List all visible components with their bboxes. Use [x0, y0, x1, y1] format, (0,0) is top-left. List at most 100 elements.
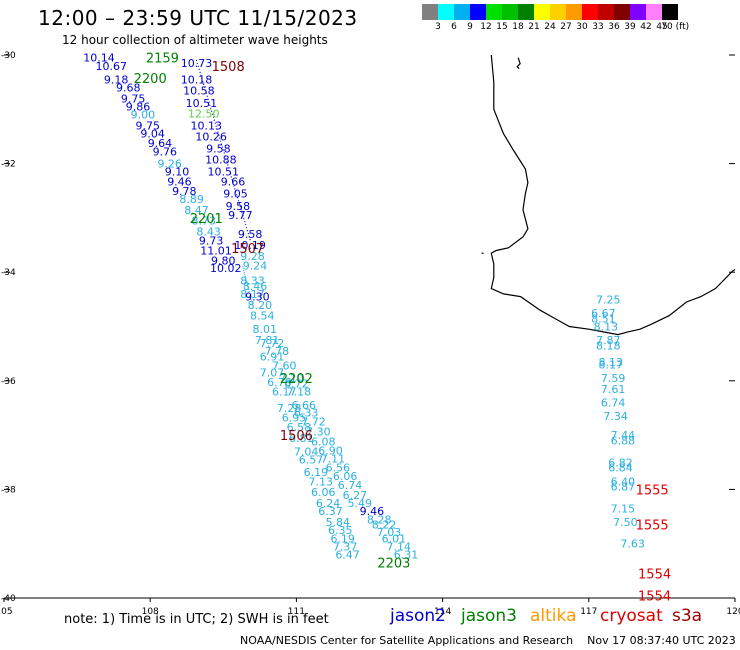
wave-height-label: 8.28: [367, 513, 392, 526]
colorbar-swatch: [582, 4, 598, 20]
pass-time-label: 1508: [212, 60, 245, 75]
track-dot: [235, 191, 237, 193]
y-tick-label: -34: [1, 268, 16, 278]
wave-height-label: 7.11: [321, 452, 346, 465]
colorbar-swatch: [534, 4, 550, 20]
pass-time-label: 2200: [134, 72, 167, 87]
colorbar: [422, 4, 678, 20]
x-tick-label: 105: [0, 607, 13, 617]
colorbar-tick-label: 30: [576, 22, 588, 32]
wave-height-label: 9.58: [238, 228, 263, 241]
track-dot: [237, 200, 240, 202]
wave-height-label: 9.46: [167, 176, 192, 189]
wave-height-label: 8.51: [591, 312, 616, 325]
wave-height-label: 6.40: [611, 475, 636, 488]
track-dot: [204, 89, 207, 91]
track-dot: [215, 125, 217, 127]
colorbar-swatch: [630, 4, 646, 20]
wave-height-label: 7.07: [260, 367, 285, 380]
wave-height-label: 7.04: [294, 445, 319, 458]
track-dot: [248, 236, 250, 238]
wave-height-label: 8.73: [192, 215, 217, 228]
wave-height-label: 10.88: [205, 153, 237, 166]
wave-height-label: 6.47: [335, 549, 360, 562]
wave-height-label: 12.50: [188, 108, 220, 121]
wave-height-label: 6.01: [382, 532, 407, 545]
track-dot: [225, 158, 227, 160]
wave-height-label: 7.37: [333, 540, 358, 553]
track-dot: [199, 71, 201, 73]
wave-height-label: 8.22: [372, 519, 397, 532]
page-title: 12:00 – 23:59 UTC 11/15/2023: [38, 6, 358, 30]
wave-height-label: 9.04: [140, 128, 165, 141]
wave-height-label: 5.49: [348, 497, 373, 510]
wave-height-label: 9.75: [121, 92, 146, 105]
wave-height-label: 8.17: [598, 359, 623, 372]
track-dot: [231, 179, 233, 181]
wave-height-label: 7.61: [601, 383, 626, 396]
track-dot: [243, 269, 245, 272]
wave-height-label: 10.26: [195, 130, 227, 143]
wave-height-label: 8.89: [179, 193, 204, 206]
pass-time-label: 1506: [280, 429, 313, 444]
track-dot: [234, 188, 236, 190]
pass-time-label: 1555: [636, 483, 669, 498]
wave-height-label: 9.46: [360, 505, 385, 518]
wave-height-label: 6.31: [394, 549, 419, 562]
track-dot: [246, 230, 249, 232]
track-dot: [242, 215, 244, 217]
wave-height-label: 7.81: [255, 334, 280, 347]
wave-height-label: 8.54: [250, 310, 275, 323]
wave-height-label: 6.06: [333, 470, 358, 483]
wave-height-label: 6.57: [299, 454, 324, 467]
wave-height-label: 5.84: [326, 516, 351, 529]
x-tick-label: 111: [288, 607, 305, 617]
track-dot: [232, 182, 234, 184]
track-dot: [222, 149, 224, 151]
wave-height-label: 7.87: [596, 334, 621, 347]
track-dot: [228, 167, 230, 169]
wave-height-label: 10.51: [186, 97, 218, 110]
wave-height-label: 7.28: [277, 402, 302, 415]
track-dot: [243, 271, 245, 274]
track-dot: [251, 304, 254, 306]
track-dot: [208, 101, 210, 103]
track-dot: [244, 275, 246, 277]
colorbar-swatch: [566, 4, 582, 20]
wave-height-label: 7.44: [611, 429, 636, 442]
wave-height-label: 10.13: [190, 120, 222, 133]
wave-height-label: 6.17: [272, 386, 297, 399]
wave-height-label: 8.17: [240, 288, 265, 301]
wave-height-label: 6.37: [318, 505, 343, 518]
colorbar-tick-label: 6: [451, 22, 457, 32]
wave-height-label: 9.76: [153, 146, 178, 159]
note-text: note: 1) Time is in UTC; 2) SWH is in fe…: [64, 612, 329, 627]
track-dot: [202, 80, 204, 82]
colorbar-swatch: [422, 4, 438, 20]
wave-height-label: 10.14: [83, 52, 115, 65]
wave-height-label: 9.73: [199, 235, 224, 248]
wave-height-label: 6.84: [608, 462, 633, 475]
wave-height-label: 6.19: [304, 466, 329, 479]
pass-time-label: 2201: [190, 212, 223, 227]
track-dot: [229, 173, 232, 175]
colorbar-swatch: [518, 4, 534, 20]
colorbar-swatch: [646, 4, 662, 20]
coastline: [481, 54, 736, 336]
legend-item-altika: altika: [530, 606, 577, 626]
track-dot: [206, 95, 208, 97]
track-dots: [195, 59, 254, 306]
track-dot: [238, 203, 240, 205]
pass-time-label: 2203: [377, 557, 410, 572]
legend-item-jason2: jason2: [390, 606, 446, 626]
wave-height-label: 9.30: [245, 291, 270, 304]
wave-height-label: 6.67: [591, 307, 616, 320]
track-dot: [205, 92, 207, 94]
wave-height-label: 8.01: [252, 323, 277, 336]
wave-height-label: 8.43: [196, 225, 221, 238]
colorbar-swatch: [454, 4, 470, 20]
wave-height-label: 6.06: [311, 486, 336, 499]
wave-height-label: 10.51: [208, 166, 240, 179]
wave-height-label: 6.82: [608, 456, 633, 469]
wave-height-label: 10.67: [95, 60, 127, 73]
